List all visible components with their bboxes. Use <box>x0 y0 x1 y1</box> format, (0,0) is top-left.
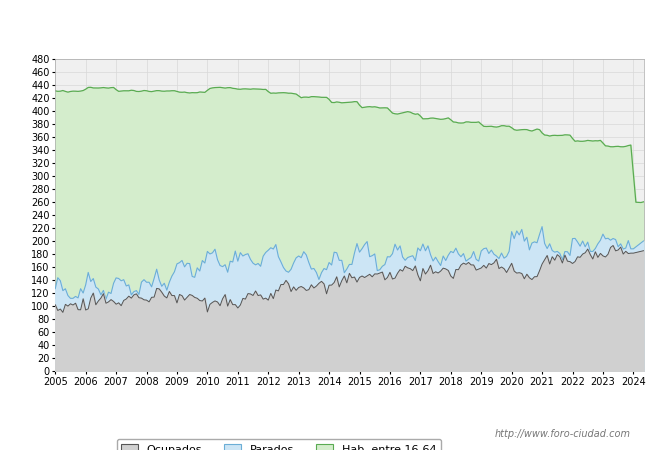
Text: http://www.foro-ciudad.com: http://www.foro-ciudad.com <box>495 429 630 439</box>
Text: Encinas de Abajo - Evolucion de la poblacion en edad de Trabajar Mayo de 2024: Encinas de Abajo - Evolucion de la pobla… <box>69 22 581 35</box>
Legend: Ocupados, Parados, Hab. entre 16-64: Ocupados, Parados, Hab. entre 16-64 <box>116 439 441 450</box>
